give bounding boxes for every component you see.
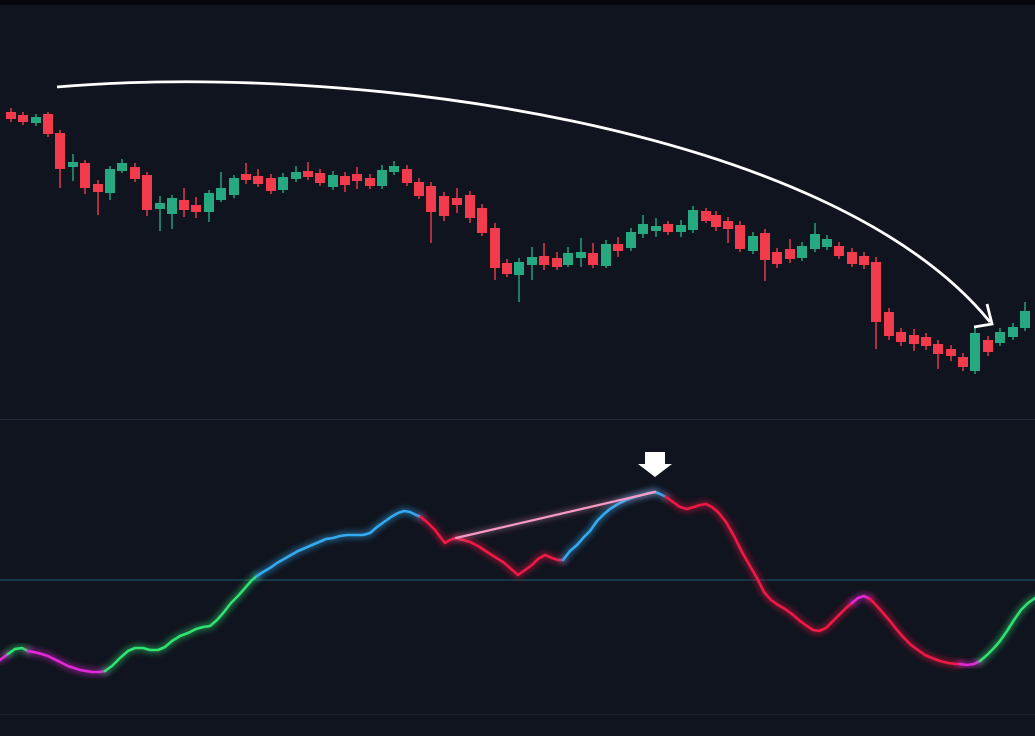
window-top-edge	[0, 0, 1035, 5]
price-pane[interactable]	[6, 80, 1030, 374]
downtrend-arrow-curve	[56, 80, 992, 323]
oscillator-pane[interactable]	[0, 452, 1035, 676]
divergence-trendline	[453, 489, 658, 541]
downtrend-arrow-icon	[56, 80, 994, 329]
sell-signal-arrow-icon	[638, 452, 672, 477]
downtrend-arrow-head	[973, 303, 994, 329]
candlestick-series	[6, 108, 1030, 374]
oscillator-line	[0, 488, 1035, 676]
